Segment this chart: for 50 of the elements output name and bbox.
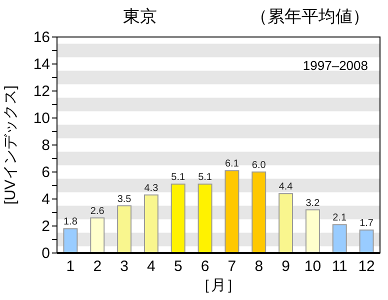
- data-label: 2.6: [90, 206, 105, 217]
- x-tick-label: 9: [282, 258, 290, 275]
- y-tick-label: 4: [42, 191, 50, 208]
- x-tick-label: 5: [174, 258, 182, 275]
- x-tick-label: 7: [228, 258, 236, 275]
- bar: [278, 193, 294, 254]
- bar: [198, 184, 212, 254]
- data-label: 4.3: [144, 182, 159, 194]
- x-tick-label: 3: [120, 258, 128, 275]
- data-label: 1.8: [64, 216, 78, 228]
- bar: [305, 209, 320, 254]
- y-tick-label: 12: [33, 83, 50, 100]
- data-label: 5.1: [198, 172, 212, 184]
- x-tick-label: 10: [304, 258, 322, 275]
- data-label: 5.1: [171, 172, 186, 184]
- bar: [224, 170, 240, 254]
- annotation: 1997–2008: [302, 58, 368, 73]
- chart-title: 東京: [123, 7, 157, 26]
- data-label: 4.4: [278, 182, 294, 193]
- x-tick-label: 11: [332, 258, 348, 275]
- data-label: 3.2: [306, 198, 320, 209]
- data-label: 6.1: [225, 158, 240, 170]
- y-tick-label: 8: [42, 137, 50, 154]
- y-tick-label: 6: [42, 164, 50, 181]
- bar: [117, 205, 132, 254]
- x-tick-label: 1: [66, 258, 75, 275]
- bar: [170, 184, 186, 254]
- x-tick-label: 12: [358, 258, 375, 275]
- y-tick-label: 2: [42, 218, 50, 235]
- data-label: 3.5: [117, 194, 132, 205]
- bar: [332, 224, 347, 254]
- x-tick-label: 4: [147, 258, 156, 275]
- bar: [252, 172, 266, 254]
- chart-subtitle: （累年平均値）: [250, 7, 370, 26]
- bar: [90, 217, 105, 254]
- y-tick-label: 0: [42, 245, 50, 262]
- x-tick-label: 2: [93, 258, 102, 275]
- data-label: 1.7: [360, 218, 374, 230]
- data-label: 6.0: [252, 160, 266, 171]
- bar: [359, 230, 374, 254]
- y-tick-label: 14: [33, 56, 50, 73]
- x-axis-title: ［月］: [196, 277, 241, 294]
- y-tick-label: 16: [33, 29, 50, 46]
- y-axis-title: [UVインデックス]: [2, 85, 19, 205]
- bar: [144, 194, 158, 254]
- data-label: 2.1: [332, 212, 348, 224]
- y-tick-label: 10: [33, 110, 50, 127]
- x-tick-label: 6: [200, 258, 210, 275]
- bar: [63, 228, 78, 254]
- x-tick-label: 8: [254, 258, 264, 275]
